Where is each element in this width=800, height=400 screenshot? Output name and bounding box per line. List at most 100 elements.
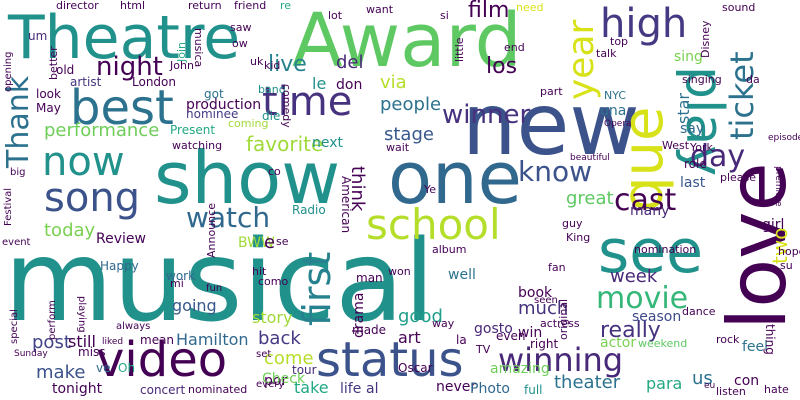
word-may: May [36, 101, 61, 115]
word-take: take [294, 378, 329, 397]
word-week: week [610, 266, 658, 287]
word-london: London [132, 75, 176, 89]
word-set: set [256, 349, 272, 360]
word-old: old [56, 63, 75, 77]
word-well: well [448, 267, 476, 283]
word-sing: sing [674, 49, 703, 65]
word-school: school [366, 200, 501, 249]
word-win: win [518, 325, 543, 341]
word-hit: hit [252, 265, 267, 278]
word-mean: mean [140, 333, 175, 347]
word-never: never [436, 379, 477, 395]
word-tour: tour [292, 363, 317, 377]
word-director: director [56, 0, 99, 12]
word-una: una [600, 103, 627, 119]
word-ve: ve [96, 361, 111, 375]
word-hope: hope [778, 245, 800, 258]
word-american: American [339, 176, 353, 234]
word-al: al [366, 381, 379, 397]
word-last: last [680, 175, 706, 191]
word-wait: wait [386, 141, 410, 154]
word-amazing: amazing [490, 361, 550, 377]
word-photo: Photo [470, 381, 510, 397]
word-every: every [256, 379, 285, 390]
word-night: night [96, 52, 163, 82]
word-york: York [690, 141, 713, 154]
word-first: first [295, 251, 339, 326]
word-video: video [96, 332, 228, 388]
word-status: status [316, 332, 464, 388]
word-oh: Oh [118, 361, 136, 375]
word-si: si [440, 9, 449, 22]
word-song: song [44, 175, 141, 221]
word-still: still [68, 332, 96, 351]
word-even: even [496, 329, 526, 343]
word-html: html [120, 0, 146, 12]
word-way: way [432, 317, 455, 330]
word-see: see [598, 217, 704, 287]
word-present: Present [170, 123, 216, 137]
word-festival: Festival [3, 187, 14, 226]
word-us: us [692, 368, 713, 389]
word-don: don [336, 77, 363, 93]
word-comedy: comedy [280, 84, 293, 128]
word-look: look [36, 87, 61, 101]
word-da: da [746, 73, 760, 86]
word-one: one [388, 136, 522, 220]
word-made: made [352, 323, 387, 337]
word-concert: concert [140, 383, 186, 397]
word-ow: ow [232, 37, 248, 50]
word-coming: coming [228, 117, 269, 130]
word-award: Award [292, 0, 522, 84]
word-los: los [486, 54, 518, 79]
word-sound: sound [722, 1, 756, 14]
word-die: die [262, 109, 281, 123]
word-bww: BWW [238, 235, 275, 251]
word-mi: mi [170, 277, 184, 290]
word-ticket: ticket [723, 51, 761, 140]
word-role: role [684, 157, 707, 171]
word-singing: singing [682, 73, 722, 86]
word-guy: guy [562, 217, 583, 230]
word-many: many [630, 203, 670, 219]
word-album: album [432, 243, 467, 256]
word-king: King [566, 231, 591, 244]
word-fun: fun [206, 283, 223, 294]
word-people: people [380, 94, 442, 115]
word-premiere: premiere [773, 166, 783, 207]
word-como: como [258, 275, 289, 288]
word-big: big [10, 167, 26, 178]
word-west: West [662, 139, 690, 152]
word-band: band [258, 83, 286, 96]
word-musica: musica [192, 28, 205, 68]
word-winning: winning [498, 341, 624, 379]
word-re: re [280, 0, 292, 12]
word-radio: Radio [292, 203, 326, 217]
word-now: now [42, 139, 125, 185]
word-nomination: nomination [634, 243, 697, 256]
word-new: new [462, 75, 640, 175]
word-production: production [186, 97, 262, 113]
word-say: say [680, 121, 705, 137]
word-next: next [312, 135, 344, 151]
word-watching: watching [172, 139, 223, 152]
word-via: via [380, 72, 407, 93]
word-winner: winner [442, 100, 531, 130]
word-right: right [530, 337, 559, 351]
word-happy: Happy [100, 259, 139, 273]
word-work: work [166, 269, 196, 283]
word-performance: performance [44, 120, 160, 141]
word-star: star [674, 93, 693, 124]
word-con: con [734, 373, 760, 389]
word-su: su [780, 259, 793, 272]
word-know: know [518, 155, 592, 188]
word-art: art [398, 328, 421, 347]
word-check: Check [262, 371, 306, 387]
word-best: best [70, 80, 174, 136]
word-show: show [154, 136, 341, 220]
word-time: time [262, 79, 353, 125]
word-top: top [610, 35, 629, 48]
word-feel: feel [742, 339, 769, 355]
word-tv: TV [476, 343, 491, 356]
